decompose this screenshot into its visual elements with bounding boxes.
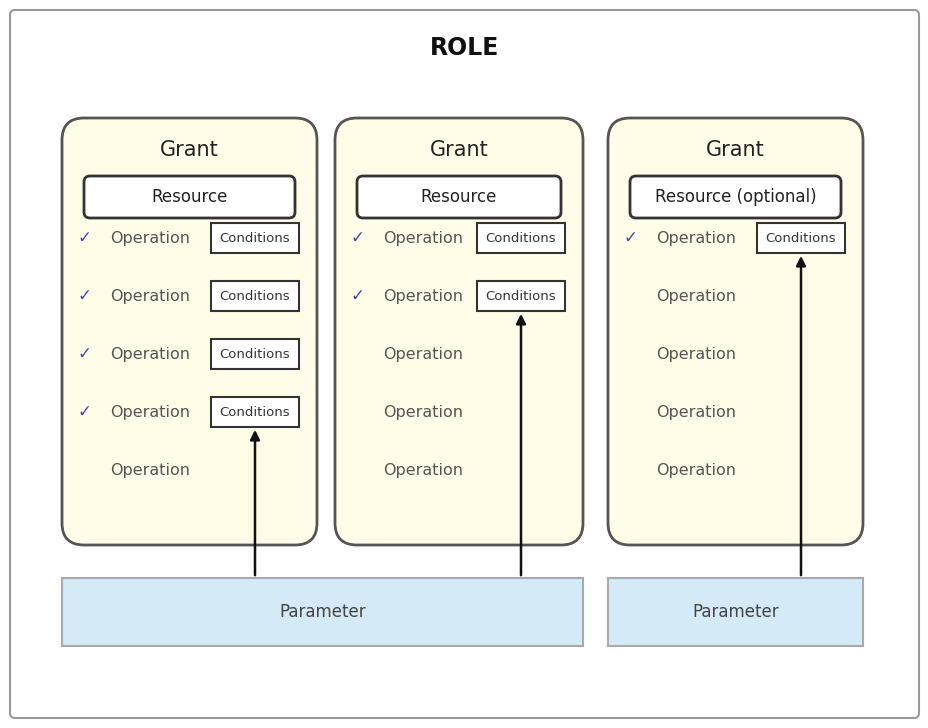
Text: ✓: ✓: [77, 403, 91, 421]
Text: Operation: Operation: [110, 231, 190, 245]
Text: Conditions: Conditions: [219, 405, 290, 419]
Text: Parameter: Parameter: [279, 603, 366, 621]
Bar: [211, 397, 299, 427]
Text: Operation: Operation: [382, 231, 462, 245]
Bar: [476, 223, 564, 253]
Text: ✓: ✓: [77, 345, 91, 363]
Text: Operation: Operation: [382, 405, 462, 419]
Text: ROLE: ROLE: [430, 36, 498, 60]
FancyBboxPatch shape: [62, 118, 316, 545]
Text: ✓: ✓: [623, 229, 637, 247]
Text: Conditions: Conditions: [765, 232, 835, 245]
Text: Operation: Operation: [655, 462, 735, 478]
FancyBboxPatch shape: [629, 176, 840, 218]
Text: Operation: Operation: [655, 347, 735, 362]
Text: Conditions: Conditions: [485, 232, 556, 245]
Text: Grant: Grant: [705, 140, 764, 160]
Text: Conditions: Conditions: [219, 232, 290, 245]
Text: Operation: Operation: [110, 347, 190, 362]
FancyBboxPatch shape: [10, 10, 918, 718]
Bar: [211, 281, 299, 311]
Text: Operation: Operation: [655, 405, 735, 419]
FancyBboxPatch shape: [335, 118, 583, 545]
Text: Operation: Operation: [655, 231, 735, 245]
Bar: [211, 339, 299, 369]
Text: Operation: Operation: [110, 462, 190, 478]
FancyBboxPatch shape: [356, 176, 561, 218]
Bar: [756, 223, 844, 253]
Bar: [476, 281, 564, 311]
Text: Operation: Operation: [382, 347, 462, 362]
Text: Parameter: Parameter: [691, 603, 778, 621]
Text: ✓: ✓: [350, 287, 364, 305]
Text: Grant: Grant: [160, 140, 219, 160]
Bar: [607, 578, 862, 646]
Text: Operation: Operation: [382, 462, 462, 478]
Bar: [62, 578, 583, 646]
Text: ✓: ✓: [350, 229, 364, 247]
Text: Operation: Operation: [655, 288, 735, 304]
Text: Conditions: Conditions: [219, 290, 290, 303]
Text: Operation: Operation: [110, 405, 190, 419]
Text: ✓: ✓: [77, 287, 91, 305]
Text: Conditions: Conditions: [219, 347, 290, 360]
Text: Operation: Operation: [382, 288, 462, 304]
Text: Resource: Resource: [151, 188, 227, 206]
Bar: [211, 223, 299, 253]
Text: Operation: Operation: [110, 288, 190, 304]
FancyBboxPatch shape: [607, 118, 862, 545]
Text: Grant: Grant: [429, 140, 488, 160]
FancyBboxPatch shape: [84, 176, 295, 218]
Text: Resource: Resource: [420, 188, 496, 206]
Text: ✓: ✓: [77, 229, 91, 247]
Text: Resource (optional): Resource (optional): [654, 188, 816, 206]
Text: Conditions: Conditions: [485, 290, 556, 303]
